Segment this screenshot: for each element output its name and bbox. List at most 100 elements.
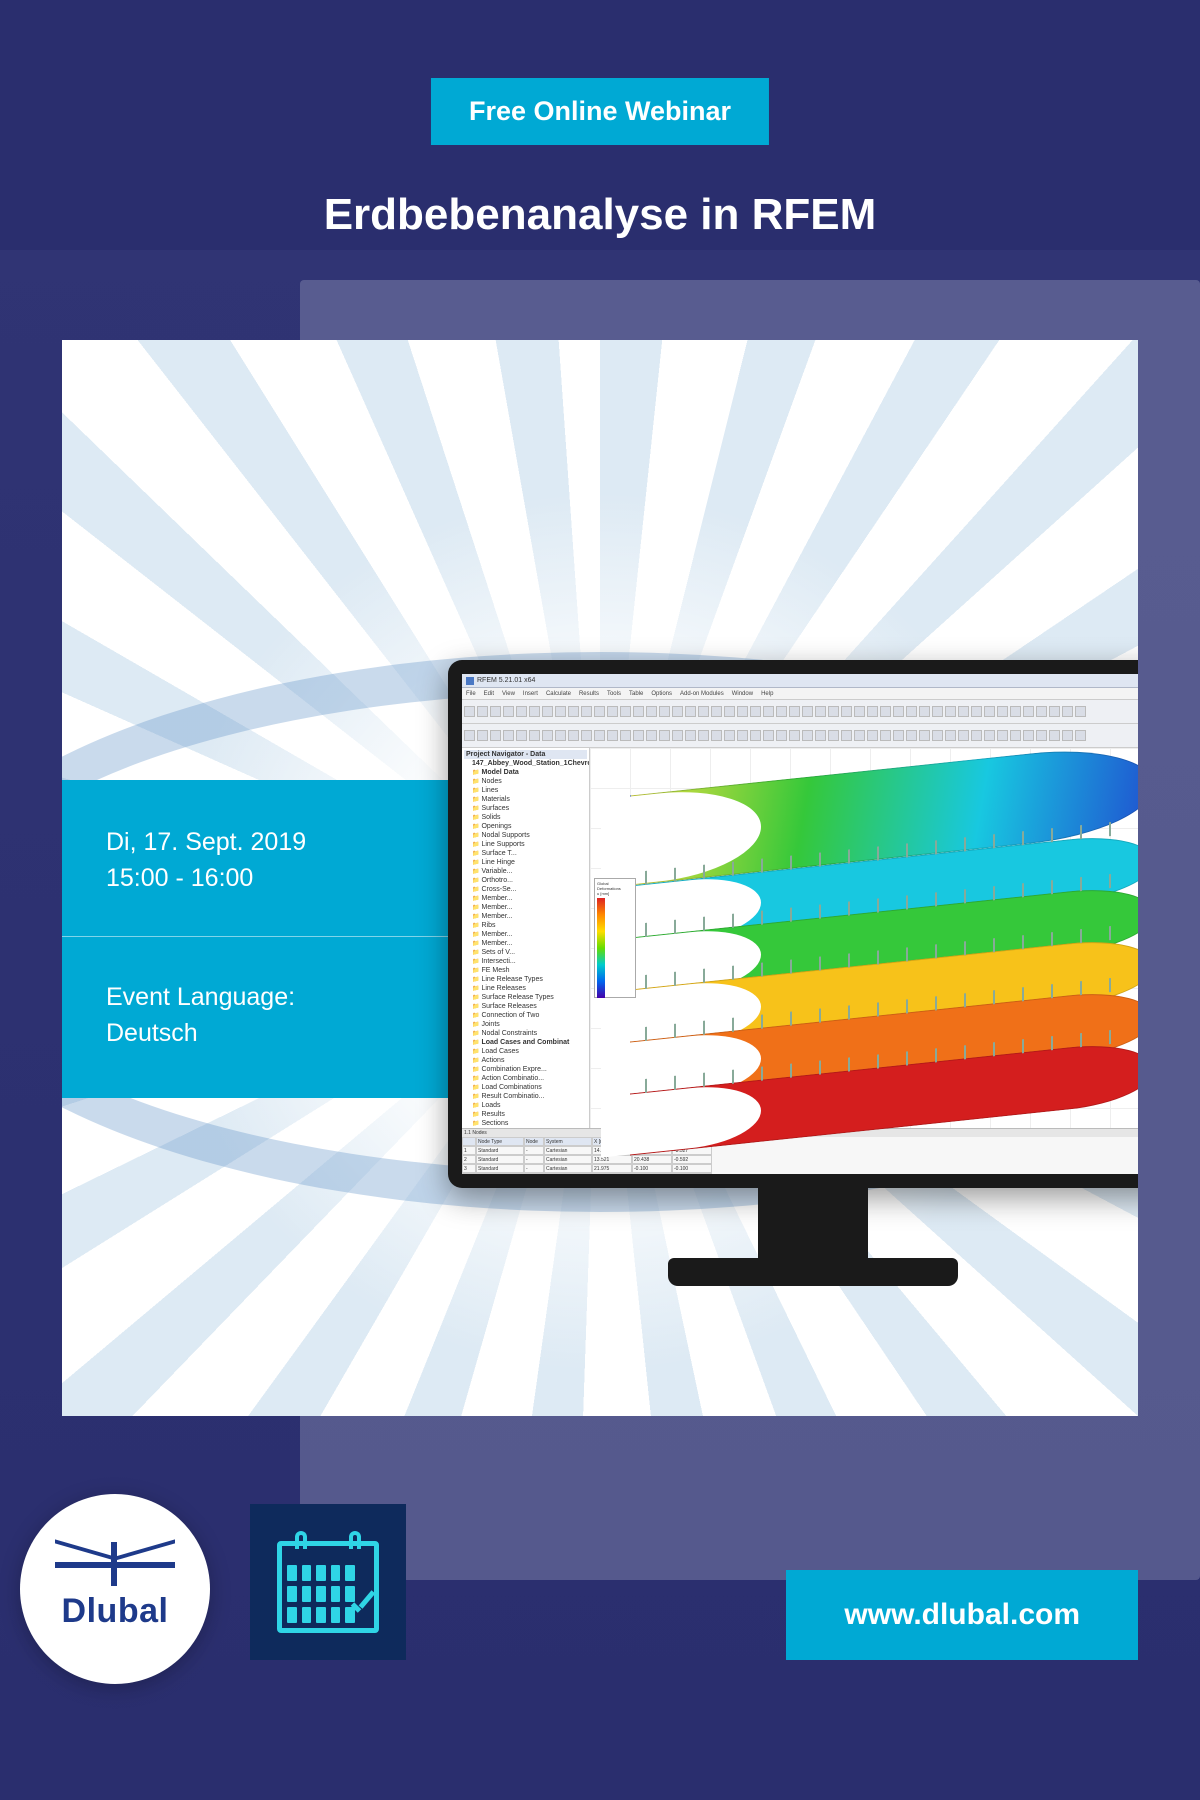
toolbar-button[interactable] [932, 706, 943, 717]
toolbar-button[interactable] [516, 706, 527, 717]
toolbar-button[interactable] [867, 706, 878, 717]
menu-item[interactable]: Window [732, 691, 753, 697]
toolbar-button[interactable] [841, 706, 852, 717]
toolbar-button[interactable] [1036, 730, 1047, 741]
tree-item[interactable]: Cross-Se... [464, 885, 587, 894]
toolbar-button[interactable] [581, 730, 592, 741]
toolbar-button[interactable] [984, 730, 995, 741]
tree-item[interactable]: Member... [464, 930, 587, 939]
toolbar-button[interactable] [776, 706, 787, 717]
toolbar-button[interactable] [646, 730, 657, 741]
tree-item[interactable]: Intersecti... [464, 957, 587, 966]
toolbar-button[interactable] [958, 706, 969, 717]
tree-item[interactable]: Line Supports [464, 840, 587, 849]
toolbar-button[interactable] [880, 730, 891, 741]
toolbar-button[interactable] [828, 706, 839, 717]
toolbar-button[interactable] [685, 706, 696, 717]
toolbar-button[interactable] [516, 730, 527, 741]
toolbar-button[interactable] [997, 730, 1008, 741]
app-toolbar[interactable] [462, 700, 1138, 724]
toolbar-button[interactable] [919, 730, 930, 741]
toolbar-button[interactable] [568, 730, 579, 741]
tree-item[interactable]: Result Combinatio... [464, 1092, 587, 1101]
tree-item[interactable]: Nodal Supports [464, 831, 587, 840]
menu-item[interactable]: File [466, 691, 476, 697]
toolbar-button[interactable] [503, 706, 514, 717]
toolbar-button[interactable] [893, 730, 904, 741]
toolbar-button[interactable] [594, 706, 605, 717]
toolbar-button[interactable] [1010, 730, 1021, 741]
tree-item[interactable]: Joints [464, 1020, 587, 1029]
toolbar-button[interactable] [698, 730, 709, 741]
toolbar-button[interactable] [984, 706, 995, 717]
toolbar-button[interactable] [854, 706, 865, 717]
tree-item[interactable]: Combination Expre... [464, 1065, 587, 1074]
tree-item[interactable]: Results [464, 1110, 587, 1119]
tree-item[interactable]: Actions [464, 1056, 587, 1065]
toolbar-button[interactable] [919, 706, 930, 717]
toolbar-button[interactable] [542, 730, 553, 741]
toolbar-button[interactable] [1010, 706, 1021, 717]
tree-item[interactable]: Member... [464, 894, 587, 903]
toolbar-button[interactable] [841, 730, 852, 741]
app-toolbar2[interactable] [462, 724, 1138, 748]
tree-item[interactable]: Orthotro... [464, 876, 587, 885]
project-name[interactable]: 147_Abbey_Wood_Station_1Chevro.ena [464, 759, 587, 768]
website-url[interactable]: www.dlubal.com [786, 1570, 1138, 1660]
tree-item[interactable]: Member... [464, 939, 587, 948]
viewport-3d[interactable]: Global Deformations u [mm] [590, 748, 1138, 1128]
menu-item[interactable]: Calculate [546, 691, 571, 697]
table-tab[interactable]: 1.1 Nodes [464, 1130, 487, 1136]
toolbar-button[interactable] [893, 706, 904, 717]
tree-item[interactable]: Openings [464, 822, 587, 831]
toolbar-button[interactable] [906, 706, 917, 717]
toolbar-button[interactable] [997, 706, 1008, 717]
toolbar-button[interactable] [815, 730, 826, 741]
tree-item[interactable]: Load Combinations [464, 1083, 587, 1092]
toolbar-button[interactable] [659, 730, 670, 741]
toolbar-button[interactable] [1075, 730, 1086, 741]
menu-item[interactable]: Table [629, 691, 643, 697]
toolbar-button[interactable] [633, 730, 644, 741]
toolbar-button[interactable] [568, 706, 579, 717]
project-navigator[interactable]: Project Navigator - Data 147_Abbey_Wood_… [462, 748, 590, 1128]
tree-item[interactable]: Surfaces [464, 804, 587, 813]
toolbar-button[interactable] [1036, 706, 1047, 717]
tree-item[interactable]: Member... [464, 903, 587, 912]
toolbar-button[interactable] [971, 706, 982, 717]
toolbar-button[interactable] [1075, 706, 1086, 717]
menu-item[interactable]: View [502, 691, 515, 697]
toolbar-button[interactable] [724, 706, 735, 717]
toolbar-button[interactable] [867, 730, 878, 741]
tree-item[interactable]: Surface T... [464, 849, 587, 858]
toolbar-button[interactable] [620, 730, 631, 741]
toolbar-button[interactable] [542, 706, 553, 717]
toolbar-button[interactable] [672, 706, 683, 717]
tree-loads-root[interactable]: Load Cases and Combinat [464, 1038, 587, 1047]
toolbar-button[interactable] [789, 730, 800, 741]
tree-item[interactable]: Line Hinge [464, 858, 587, 867]
toolbar-button[interactable] [555, 706, 566, 717]
tree-item[interactable]: Sections [464, 1119, 587, 1128]
tree-root[interactable]: Model Data [464, 768, 587, 777]
toolbar-button[interactable] [971, 730, 982, 741]
tree-item[interactable]: Surface Releases [464, 1002, 587, 1011]
toolbar-button[interactable] [737, 730, 748, 741]
toolbar-button[interactable] [581, 706, 592, 717]
tree-item[interactable]: Variable... [464, 867, 587, 876]
toolbar-button[interactable] [1023, 730, 1034, 741]
toolbar-button[interactable] [607, 730, 618, 741]
tree-item[interactable]: Sets of V... [464, 948, 587, 957]
toolbar-button[interactable] [1062, 706, 1073, 717]
toolbar-button[interactable] [659, 706, 670, 717]
toolbar-button[interactable] [685, 730, 696, 741]
toolbar-button[interactable] [477, 706, 488, 717]
toolbar-button[interactable] [880, 706, 891, 717]
tree-item[interactable]: Nodal Constraints [464, 1029, 587, 1038]
toolbar-button[interactable] [1023, 706, 1034, 717]
toolbar-button[interactable] [750, 706, 761, 717]
toolbar-button[interactable] [945, 706, 956, 717]
toolbar-button[interactable] [711, 730, 722, 741]
toolbar-button[interactable] [737, 706, 748, 717]
menu-item[interactable]: Add-on Modules [680, 691, 724, 697]
